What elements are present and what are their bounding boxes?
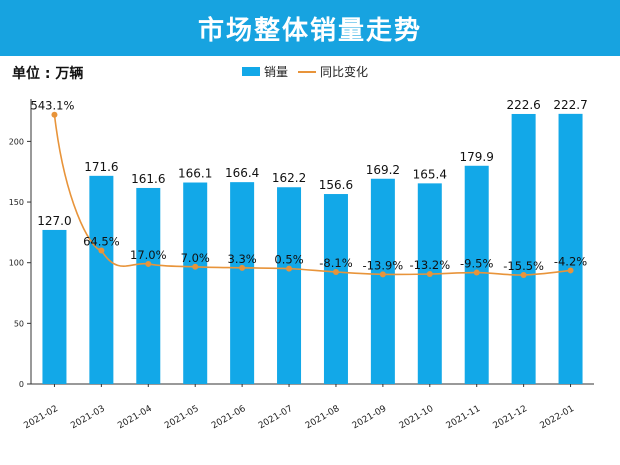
x-tick-label: 2021-03	[69, 404, 107, 431]
yoy-point	[239, 264, 246, 271]
x-tick-label: 2022-01	[538, 404, 576, 431]
bar-value-label: 166.1	[178, 167, 212, 181]
bar	[370, 178, 395, 384]
x-tick-label: 2021-02	[22, 404, 60, 431]
yoy-value-label: 64.5%	[83, 234, 120, 248]
yoy-value-label: 17.0%	[130, 248, 167, 262]
bar	[89, 175, 114, 384]
bar-value-label: 162.2	[272, 171, 306, 185]
yoy-point	[426, 271, 433, 278]
bar	[183, 182, 208, 384]
yoy-point	[332, 269, 339, 276]
bar-value-label: 165.4	[413, 167, 447, 181]
title-banner: 市场整体销量走势	[0, 0, 620, 56]
legend-bar-swatch	[242, 67, 260, 76]
x-tick-label: 2021-11	[445, 404, 483, 431]
yoy-value-label: 7.0%	[181, 251, 210, 265]
yoy-point	[51, 111, 58, 118]
yoy-point	[286, 265, 293, 272]
x-tick-label: 2021-10	[398, 404, 436, 432]
yoy-point	[192, 263, 199, 270]
yoy-point	[520, 271, 527, 278]
bar	[511, 113, 536, 384]
y-tick-label: 150	[9, 198, 24, 207]
legend-line-swatch	[298, 70, 317, 73]
yoy-value-label: -13.9%	[363, 258, 404, 272]
bar-value-label: 179.9	[460, 150, 494, 164]
y-tick-label: 0	[19, 380, 24, 389]
legend-item-sales: 销量	[242, 63, 288, 80]
bar	[277, 187, 302, 384]
yoy-point	[567, 267, 574, 274]
bar-value-label: 171.6	[84, 160, 118, 174]
bar-value-label: 169.2	[366, 163, 400, 177]
bar	[323, 194, 348, 384]
yoy-point	[473, 269, 480, 276]
yoy-point	[98, 247, 105, 254]
bar	[230, 182, 255, 384]
bar	[558, 113, 583, 384]
bar-value-label: 166.4	[225, 166, 259, 180]
yoy-value-label: 3.3%	[228, 252, 257, 266]
yoy-value-label: -15.5%	[503, 259, 544, 273]
bar-value-label: 222.6	[506, 98, 540, 112]
bar-value-label: 161.6	[131, 172, 165, 186]
yoy-value-label: -13.2%	[409, 258, 450, 272]
legend-item-yoy: 同比变化	[298, 63, 368, 80]
yoy-point	[379, 271, 386, 278]
yoy-value-label: -8.1%	[319, 256, 352, 270]
bar	[136, 187, 161, 384]
yoy-point	[145, 260, 152, 267]
yoy-value-label: 543.1%	[31, 99, 75, 113]
x-tick-label: 2021-08	[304, 404, 342, 432]
chart-title: 市场整体销量走势	[197, 15, 422, 46]
x-tick-label: 2021-09	[351, 404, 389, 432]
legend-sales-label: 销量	[264, 65, 289, 79]
x-tick-label: 2021-06	[210, 404, 248, 432]
bar-value-label: 222.7	[553, 98, 587, 112]
bar	[417, 183, 442, 384]
yoy-value-label: 0.5%	[274, 253, 303, 267]
legend: 销量 同比变化	[242, 63, 378, 80]
y-tick-label: 100	[9, 259, 24, 268]
yoy-value-label: -9.5%	[460, 257, 493, 271]
yoy-value-label: -4.2%	[554, 254, 587, 268]
bar-value-label: 127.0	[37, 214, 71, 228]
bar	[42, 229, 67, 384]
x-tick-label: 2021-05	[163, 404, 201, 431]
y-tick-label: 200	[9, 137, 24, 146]
legend-yoy-label: 同比变化	[320, 65, 369, 79]
x-tick-label: 2021-12	[492, 404, 530, 431]
x-tick-label: 2021-07	[257, 404, 295, 431]
unit-label: 单位 : 万辆	[12, 66, 84, 82]
y-tick-label: 50	[14, 319, 24, 328]
x-tick-label: 2021-04	[116, 404, 154, 432]
bar-value-label: 156.6	[319, 178, 353, 192]
